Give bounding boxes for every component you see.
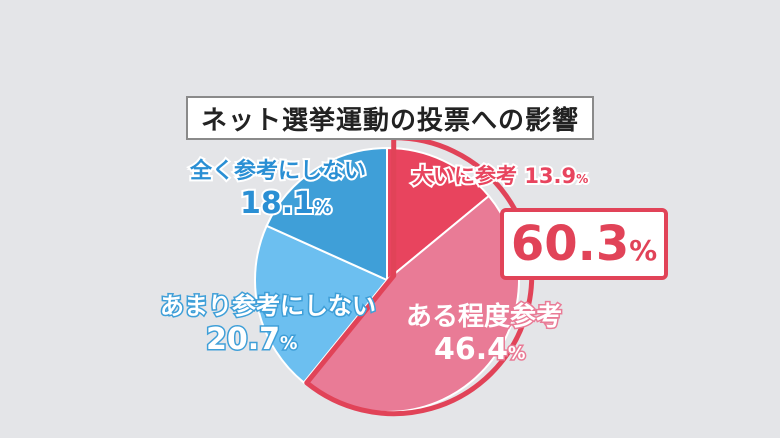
slice-label-amari: あまり参考にしない (159, 291, 378, 322)
slice-value-mattaku: 18.1% (238, 184, 334, 223)
slice-value-arutei: 46.4% (432, 331, 527, 369)
slice-label-mattaku: 全く参考にしない (188, 157, 368, 186)
total-highlight-box: 60.3% (500, 208, 668, 280)
chart-title-box: ネット選挙運動の投票への影響 (186, 96, 594, 140)
slice-mattaku (265, 146, 388, 282)
slice-value-amari: 20.7% (204, 321, 299, 359)
highlight-outline (304, 135, 535, 417)
slice-amari (254, 224, 389, 384)
slice-label-arutei: ある程度参考 (404, 301, 563, 334)
chart-title: ネット選挙運動の投票への影響 (200, 105, 579, 136)
slice-label-taiini: 大いに参考 13.9% (410, 162, 590, 190)
total-highlight-value: 60.3% (510, 216, 658, 272)
slice-value-taiini: 13.9 (522, 162, 578, 190)
